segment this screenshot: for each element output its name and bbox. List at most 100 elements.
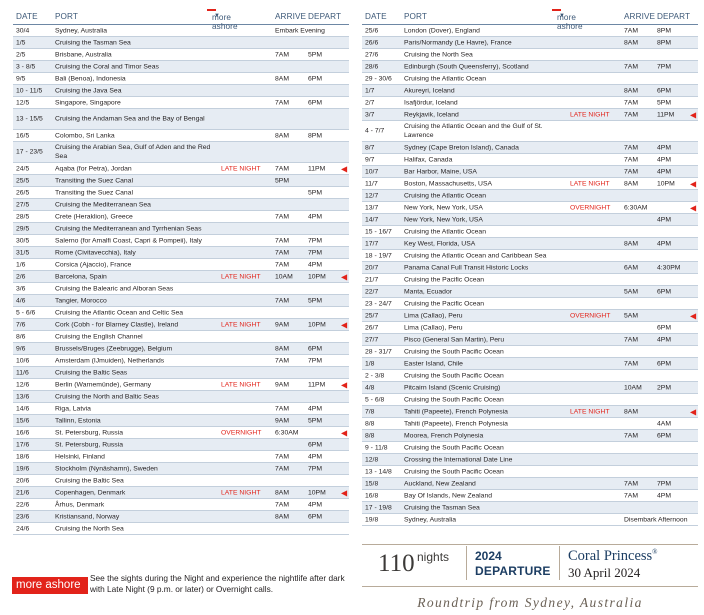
port-name: Cruising the Pacific Ocean bbox=[404, 276, 485, 283]
arrive-time: 8AM bbox=[275, 513, 289, 520]
itinerary-row: 8/8 Moorea, French Polynesia 7AM 6PM bbox=[362, 430, 698, 442]
depart-time: 4PM bbox=[657, 216, 671, 223]
call-date: 22/7 bbox=[365, 288, 379, 295]
port-name: Cruising the South Pacific Ocean bbox=[404, 444, 504, 451]
itinerary-table-right: DATE PORT more ashore ▼ ARRIVE DEPART 25/… bbox=[362, 8, 698, 526]
late-night-marker-icon: ◀ bbox=[690, 311, 697, 320]
port-name: Cruising the Atlantic Ocean and Caribbea… bbox=[404, 252, 547, 259]
arrive-time: 6AM bbox=[624, 264, 638, 271]
itinerary-row: 1/8 Easter Island, Chile 7AM 6PM bbox=[362, 358, 698, 370]
itinerary-row: 16/8 Bay Of Islands, New Zealand 7AM 4PM bbox=[362, 490, 698, 502]
arrive-time: 6:30AM bbox=[275, 429, 299, 436]
itinerary-row: 7/6 Cork (Cobh - for Blarney Clastle), Ir… bbox=[13, 319, 349, 331]
itinerary-row: 16/5 Colombo, Sri Lanka 8AM 8PM bbox=[13, 130, 349, 142]
call-date: 20/6 bbox=[16, 477, 30, 484]
arrive-time: 7AM bbox=[624, 360, 638, 367]
port-name: Cruising the North and Baltic Seas bbox=[55, 393, 159, 400]
depart-time: 4PM bbox=[657, 492, 671, 499]
arrive-time: 7AM bbox=[275, 99, 289, 106]
itinerary-row: 10 - 11/5 Cruising the Java Sea bbox=[13, 85, 349, 97]
call-date: 11/7 bbox=[365, 180, 378, 187]
call-date: 9/5 bbox=[16, 75, 26, 82]
departure-date: 30 April 2024 bbox=[568, 565, 641, 580]
port-name: Pisco (General San Martin), Peru bbox=[404, 336, 505, 343]
call-date: 9/6 bbox=[16, 345, 26, 352]
depart-time: 11PM bbox=[308, 165, 326, 172]
arrive-time: 8AM bbox=[275, 489, 289, 496]
arrive-time: 6:30AM bbox=[624, 204, 648, 211]
ship-name-text: Coral Princess bbox=[568, 548, 653, 564]
call-date: 28 - 31/7 bbox=[365, 348, 392, 355]
arrive-time: 10AM bbox=[275, 273, 293, 280]
late-night-marker-icon: ◀ bbox=[341, 488, 348, 497]
port-name: Isafjördur, Iceland bbox=[404, 99, 458, 106]
call-date: 24/6 bbox=[16, 525, 30, 532]
itinerary-row: 15/6 Tallinn, Estonia 9AM 5PM bbox=[13, 415, 349, 427]
depart-time: 6PM bbox=[657, 360, 671, 367]
port-name: Cruising the Atlantic Ocean bbox=[404, 75, 486, 82]
itinerary-row: 16/6 St. Petersburg, Russia OVERNIGHT 6:30A… bbox=[13, 427, 349, 439]
port-name: Cruising the Tasman Sea bbox=[55, 39, 131, 46]
call-note: LATE NIGHT bbox=[221, 489, 261, 496]
call-date: 24/5 bbox=[16, 165, 30, 172]
itinerary-row: 26/5 Transiting the Suez Canal 5PM bbox=[13, 187, 349, 199]
depart-time: 8PM bbox=[308, 132, 322, 139]
arrive-time: 7AM bbox=[275, 405, 289, 412]
depart-time: 4PM bbox=[308, 405, 322, 412]
port-name: Cruising the Balearic and Alboran Seas bbox=[55, 285, 174, 292]
itinerary-row: 30/4 Sydney, Australia Embark Evening bbox=[13, 25, 349, 37]
port-name: Colombo, Sri Lanka bbox=[55, 132, 115, 139]
arrive-time: 7AM bbox=[275, 213, 289, 220]
itinerary-row: 28/6 Edinburgh (South Queensferry), Scotl… bbox=[362, 61, 698, 73]
arrive-time: 7AM bbox=[275, 51, 289, 58]
call-date: 28/5 bbox=[16, 213, 30, 220]
itinerary-row: 24/6 Cruising the North Sea bbox=[13, 523, 349, 535]
port-name: St. Petersburg, Russia bbox=[55, 429, 123, 436]
depart-time: 7PM bbox=[657, 63, 671, 70]
call-date: 13 - 15/5 bbox=[16, 115, 43, 123]
port-name: Cruising the Mediterranean and Tyrrhenia… bbox=[55, 225, 202, 232]
itinerary-row: 2 - 3/8 Cruising the South Pacific Ocean bbox=[362, 370, 698, 382]
port-name: Riga, Latvia bbox=[55, 405, 91, 412]
call-date: 23/6 bbox=[16, 513, 30, 520]
itinerary-row: 12/7 Cruising the Atlantic Ocean bbox=[362, 190, 698, 202]
depart-time: 11PM bbox=[308, 381, 326, 388]
call-date: 27/6 bbox=[365, 51, 379, 58]
call-date: 15 - 16/7 bbox=[365, 228, 392, 235]
call-date: 2/5 bbox=[16, 51, 26, 58]
port-name: Bar Harbor, Maine, USA bbox=[404, 168, 477, 175]
itinerary-row: 15 - 16/7 Cruising the Atlantic Ocean bbox=[362, 226, 698, 238]
late-night-marker-icon: ◀ bbox=[690, 110, 697, 119]
itinerary-row: 10/7 Bar Harbor, Maine, USA 7AM 4PM bbox=[362, 166, 698, 178]
arrive-time: 5AM bbox=[624, 312, 638, 319]
arrive-time: 7AM bbox=[624, 156, 638, 163]
depart-time: 4PM bbox=[308, 213, 322, 220]
arrive-time: 7AM bbox=[624, 168, 638, 175]
itinerary-row: 13 - 15/5 Cruising the Andaman Sea and th… bbox=[13, 109, 349, 130]
itinerary-row: 24/5 Aqaba (for Petra), Jordan LATE NIGHT 7… bbox=[13, 163, 349, 175]
itinerary-row: 12/8 Crossing the International Date Line bbox=[362, 454, 698, 466]
depart-time: 6PM bbox=[657, 288, 671, 295]
itinerary-row: 19/6 Stockholm (Nynäshamn), Sweden 7AM 7PM bbox=[13, 463, 349, 475]
port-name: Tahiti (Papeete), French Polynesia bbox=[404, 420, 508, 427]
depart-time: 7PM bbox=[308, 249, 322, 256]
arrive-time: 7AM bbox=[624, 99, 638, 106]
depart-header: DEPART bbox=[308, 12, 342, 21]
call-date: 1/6 bbox=[16, 261, 26, 268]
itinerary-row: 17/6 St. Petersburg, Russia 6PM bbox=[13, 439, 349, 451]
more-ashore-header: more ashore ▼ bbox=[207, 9, 238, 31]
port-name: Helsinki, Finland bbox=[55, 453, 105, 460]
depart-time: 4PM bbox=[657, 336, 671, 343]
port-name: Rome (Civitavecchia), Italy bbox=[55, 249, 136, 256]
call-date: 9/7 bbox=[365, 156, 375, 163]
itinerary-row: 29 - 30/6 Cruising the Atlantic Ocean bbox=[362, 73, 698, 85]
itinerary-row: 17 - 23/5 Cruising the Arabian Sea, Gulf … bbox=[13, 142, 349, 163]
port-name: Cruising the Coral and Timor Seas bbox=[55, 63, 159, 70]
arrive-time: 8AM bbox=[624, 180, 638, 187]
arrive-time: 7AM bbox=[275, 357, 289, 364]
port-name: St. Petersburg, Russia bbox=[55, 441, 123, 448]
arrive-time: 7AM bbox=[275, 237, 289, 244]
arrive-time: 8AM bbox=[275, 132, 289, 139]
depart-time: 4PM bbox=[657, 240, 671, 247]
itinerary-row: 13/6 Cruising the North and Baltic Seas bbox=[13, 391, 349, 403]
